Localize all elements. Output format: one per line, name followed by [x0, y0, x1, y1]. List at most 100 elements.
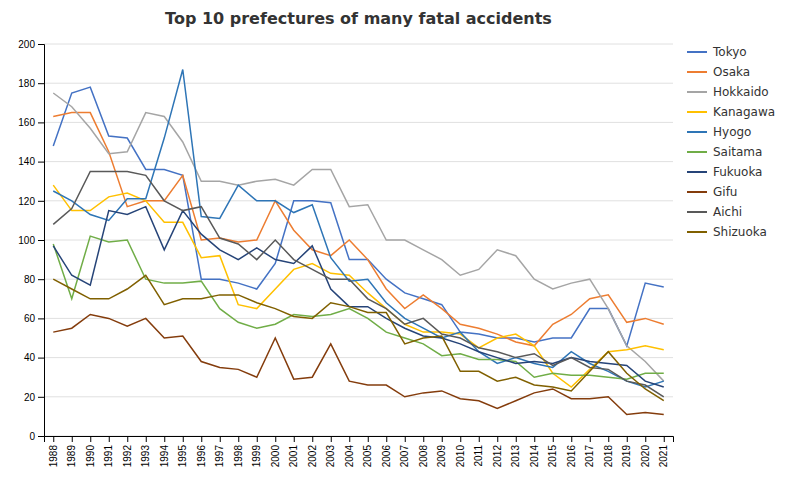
y-tick-label: 100: [18, 235, 35, 246]
x-tick-mark: [553, 436, 554, 442]
x-tick-mark: [146, 436, 147, 442]
legend-swatch: [687, 151, 707, 153]
legend-swatch: [687, 211, 707, 213]
x-tick: 1995: [177, 436, 188, 467]
x-tick-label: 2014: [529, 445, 540, 468]
x-tick: 2013: [510, 436, 521, 467]
grid-line: [44, 44, 673, 45]
x-axis-line: [45, 437, 674, 443]
x-tick-label: 1991: [103, 445, 114, 468]
x-tick-mark: [331, 436, 332, 442]
x-tick-mark: [571, 436, 572, 442]
y-tick-mark: [38, 436, 44, 437]
x-tick: 2000: [270, 436, 281, 467]
x-tick-mark: [460, 436, 461, 442]
y-tick-mark: [38, 318, 44, 319]
legend-label: Tokyo: [712, 45, 747, 59]
x-tick-label: 2015: [547, 445, 558, 468]
x-tick-label: 1999: [251, 445, 262, 468]
x-tick-label: 2020: [640, 445, 651, 468]
legend-item: Osaka: [687, 65, 750, 79]
series-line: [53, 69, 664, 387]
x-tick-label: 1996: [196, 445, 207, 468]
x-tick-label: 2002: [307, 445, 318, 468]
y-tick-mark: [38, 358, 44, 359]
y-tick-label: 120: [18, 196, 35, 207]
x-tick-label: 2001: [288, 445, 299, 468]
series-line: [53, 113, 664, 346]
x-tick-mark: [516, 436, 517, 442]
x-tick-label: 2016: [566, 445, 577, 468]
legend-item: Saitama: [687, 145, 762, 159]
y-tick-mark: [38, 44, 44, 45]
legend-label: Aichi: [713, 205, 742, 219]
x-tick: 2011: [473, 436, 484, 467]
plot: 1988198919901991199219931994199519961997…: [18, 39, 673, 468]
x-tick-mark: [368, 436, 369, 442]
x-tick: 2017: [584, 436, 595, 467]
x-tick: 2016: [566, 436, 577, 467]
x-tick-label: 1998: [233, 445, 244, 468]
chart: 1988198919901991199219931994199519961997…: [0, 0, 788, 484]
x-tick: 1993: [140, 436, 151, 467]
x-tick-label: 2008: [418, 445, 429, 468]
y-tick-label: 180: [18, 78, 35, 89]
x-tick-label: 1994: [159, 445, 170, 468]
y-tick-label: 60: [24, 313, 36, 324]
x-tick-label: 1993: [140, 445, 151, 468]
y-tick-label: 160: [18, 117, 35, 128]
x-tick-mark: [627, 436, 628, 442]
x-tick: 2020: [640, 436, 651, 467]
x-tick-mark: [294, 436, 295, 442]
x-tick-label: 2004: [344, 445, 355, 468]
legend-label: Kanagawa: [713, 105, 775, 119]
y-tick-mark: [38, 83, 44, 84]
legend-swatch: [687, 71, 707, 73]
x-tick: 2014: [529, 436, 540, 467]
x-tick-mark: [405, 436, 406, 442]
y-tick-label: 20: [24, 392, 36, 403]
y-tick-mark: [38, 122, 44, 123]
grid: [44, 44, 673, 436]
y-tick: 0: [29, 431, 44, 442]
y-tick-mark: [38, 279, 44, 280]
x-tick-mark: [312, 436, 313, 442]
legend-label: Hyogo: [713, 125, 751, 139]
x-tick: 2021: [658, 436, 669, 467]
legend-item: Tokyo: [687, 45, 747, 59]
series-line: [53, 314, 664, 414]
x-tick: 2012: [492, 436, 503, 467]
legend-swatch: [687, 231, 707, 233]
legend-label: Gifu: [713, 185, 737, 199]
legend-label: Hokkaido: [713, 85, 769, 99]
y-tick: 200: [18, 39, 44, 50]
x-tick-mark: [608, 436, 609, 442]
x-tick-mark: [164, 436, 165, 442]
x-tick-mark: [201, 436, 202, 442]
legend-swatch: [687, 171, 707, 173]
y-tick-label: 140: [18, 156, 35, 167]
x-tick-mark: [349, 436, 350, 442]
x-tick-mark: [386, 436, 387, 442]
y-tick: 80: [24, 274, 44, 285]
legend-label: Saitama: [713, 145, 762, 159]
x-tick-label: 1997: [214, 445, 225, 468]
y-tick: 20: [24, 392, 44, 403]
x-tick: 1997: [214, 436, 225, 467]
x-tick-label: 2019: [621, 445, 632, 468]
x-tick-mark: [109, 436, 110, 442]
legend: TokyoOsakaHokkaidoKanagawaHyogoSaitamaFu…: [687, 45, 775, 239]
legend-swatch: [687, 51, 707, 53]
x-tick-mark: [183, 436, 184, 442]
x-tick-mark: [497, 436, 498, 442]
grid-line: [44, 161, 673, 162]
x-tick-mark: [127, 436, 128, 442]
series-line: [53, 207, 664, 387]
legend-item: Aichi: [687, 205, 742, 219]
x-tick-mark: [72, 436, 73, 442]
x-tick-label: 2000: [270, 445, 281, 468]
x-tick: 1989: [66, 436, 77, 467]
y-tick: 180: [18, 78, 44, 89]
x-tick: 1992: [122, 436, 133, 467]
grid-line: [44, 240, 673, 241]
